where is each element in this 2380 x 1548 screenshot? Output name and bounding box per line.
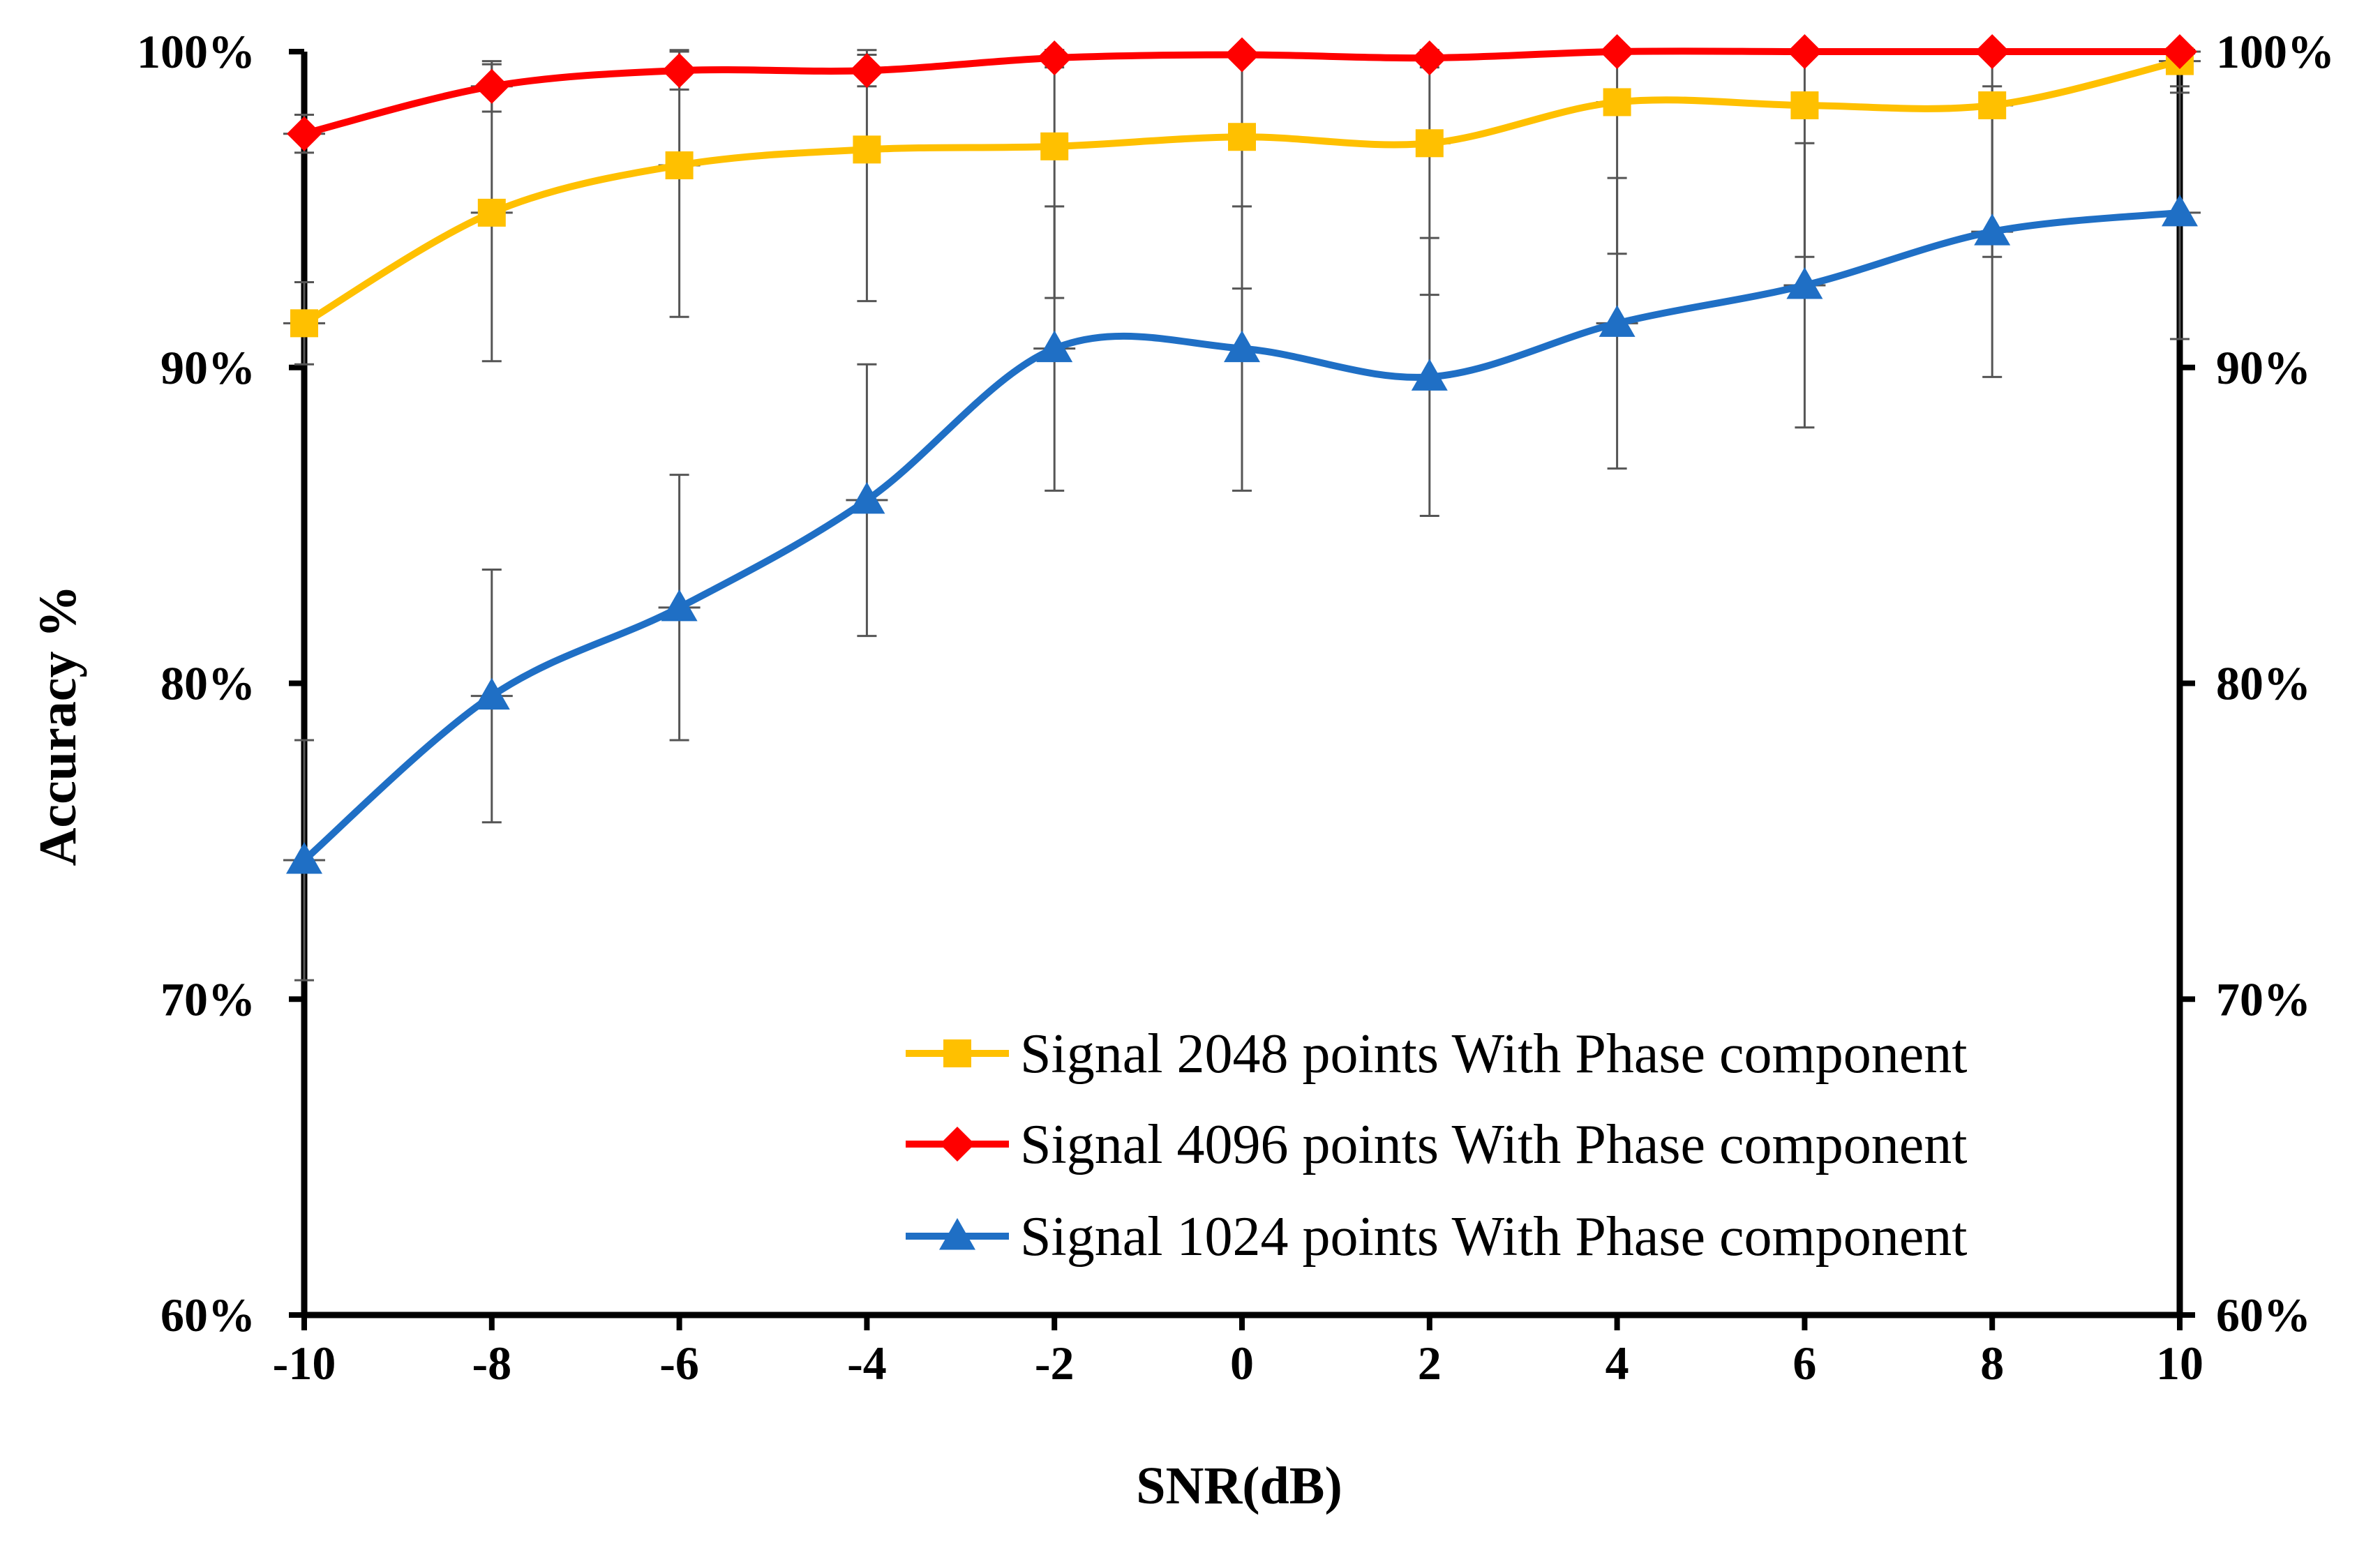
x-tick-label: 8: [1980, 1337, 2004, 1390]
data-point-triangle: [1974, 213, 2011, 246]
x-tick-label: 2: [1418, 1337, 1442, 1390]
data-point-triangle: [1224, 330, 1260, 363]
data-point-triangle: [1036, 330, 1073, 363]
x-tick-label: -2: [1035, 1337, 1075, 1390]
data-point-triangle: [1786, 267, 1823, 299]
y-tick-label-left: 70%: [160, 972, 255, 1025]
y-tick-label-right: 70%: [2216, 972, 2311, 1025]
data-point-diamond: [1412, 40, 1447, 76]
data-point-diamond: [1225, 37, 1259, 73]
x-tick-label: 0: [1230, 1337, 1254, 1390]
y-tick-label-right: 100%: [2216, 25, 2335, 78]
data-point-diamond: [1975, 34, 2010, 69]
data-point-diamond: [287, 116, 322, 151]
legend-label: Signal 1024 points With Phase component: [1020, 1206, 1967, 1268]
data-point-square: [477, 198, 506, 227]
data-point-diamond: [1037, 40, 1072, 76]
data-point-triangle: [848, 481, 885, 514]
data-point-diamond: [849, 53, 885, 89]
legend-marker-square: [943, 1039, 971, 1067]
data-point-square: [665, 151, 694, 179]
x-tick-label: -10: [273, 1337, 336, 1390]
data-point-diamond: [1599, 34, 1635, 69]
legend-label: Signal 4096 points With Phase component: [1020, 1114, 1967, 1175]
legend-marker-triangle: [939, 1218, 975, 1250]
series-markers: [286, 34, 2198, 874]
x-tick-label: -6: [659, 1337, 699, 1390]
legend: Signal 2048 points With Phase component S…: [906, 1023, 1967, 1268]
y-tick-label-left: 100%: [137, 25, 255, 78]
data-point-square: [1040, 132, 1069, 160]
data-point-square: [1603, 88, 1631, 117]
legend-marker-diamond: [940, 1127, 975, 1162]
y-tick-label-right: 80%: [2216, 657, 2311, 710]
x-tick-label: -8: [472, 1337, 511, 1390]
data-point-square: [290, 309, 318, 338]
y-tick-label-left: 80%: [160, 657, 255, 710]
data-point-triangle: [1599, 305, 1636, 337]
data-point-square: [1790, 91, 1819, 119]
x-axis-title: SNR(dB): [1136, 1457, 1342, 1515]
x-tick-label: -4: [847, 1337, 887, 1390]
x-tick-label: 4: [1606, 1337, 1629, 1390]
data-point-square: [853, 135, 881, 164]
data-point-triangle: [661, 589, 698, 622]
tick-labels: 60% 60% 70% 70% 80% 80% 90% 90% 100% 100% -10 -8 -6 -…: [137, 25, 2335, 1390]
y-tick-label-right: 60%: [2216, 1288, 2311, 1342]
y-tick-label-right: 90%: [2216, 341, 2311, 394]
legend-label: Signal 2048 points With Phase component: [1020, 1023, 1967, 1085]
series-line-2: [301, 209, 2180, 863]
data-point-triangle: [286, 842, 322, 874]
data-point-triangle: [473, 677, 510, 710]
data-point-diamond: [661, 53, 697, 89]
y-tick-label-left: 90%: [160, 341, 255, 394]
y-axis-title: Accuracy %: [29, 585, 87, 866]
y-tick-label-left: 60%: [160, 1288, 255, 1342]
data-point-triangle: [1411, 359, 1448, 391]
x-tick-label: 6: [1793, 1337, 1816, 1390]
x-tick-label: 10: [2156, 1337, 2203, 1390]
data-point-square: [1228, 123, 1256, 151]
data-point-square: [1415, 129, 1444, 158]
data-point-diamond: [474, 68, 509, 104]
data-point-triangle: [2162, 194, 2198, 227]
data-point-diamond: [2162, 34, 2197, 69]
data-point-square: [1978, 91, 2007, 119]
data-point-diamond: [1787, 34, 1823, 69]
